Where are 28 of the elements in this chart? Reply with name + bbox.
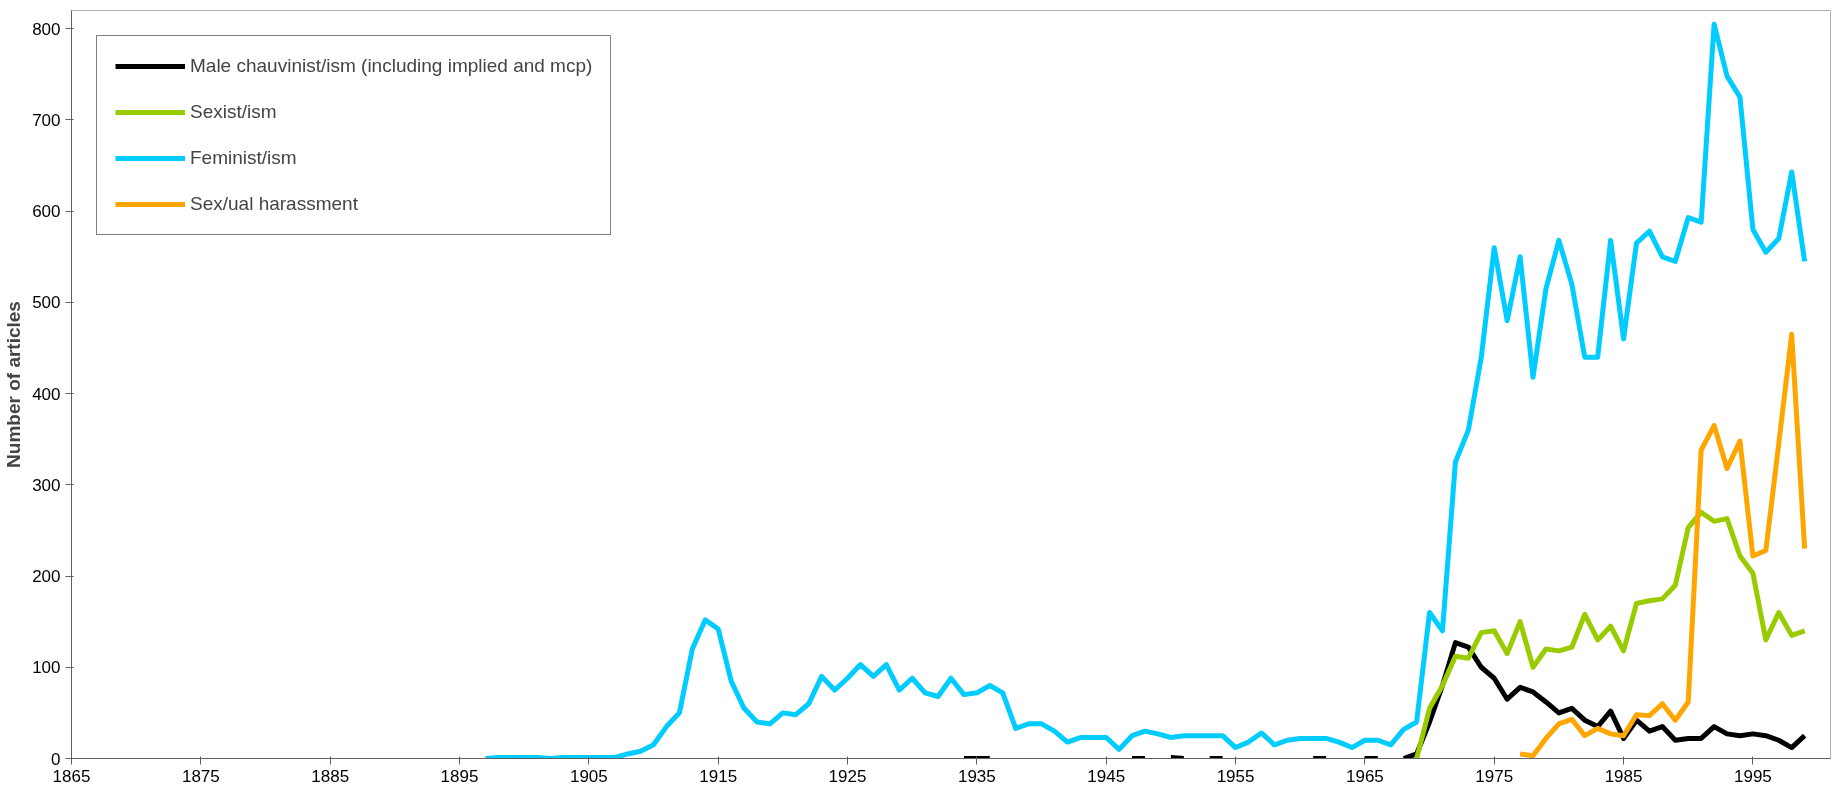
y-tick-label: 0 [51,749,61,769]
x-tick-label: 1965 [1345,766,1384,786]
x-tick-label: 1995 [1733,766,1772,786]
x-tick-label: 1875 [181,766,220,786]
y-tick-label: 800 [32,19,61,39]
x-tick-label: 1865 [52,766,91,786]
legend-label: Sex/ual harassment [190,192,358,216]
y-axis-title: Number of articles [3,301,25,468]
legend-label: Sexist/ism [190,100,277,124]
x-tick-label: 1975 [1475,766,1514,786]
x-tick-label: 1885 [311,766,350,786]
y-tick-label: 200 [32,567,61,587]
x-tick-label: 1915 [699,766,738,786]
x-tick-label: 1895 [440,766,479,786]
x-tick-label: 1925 [828,766,867,786]
x-tick-label: 1935 [957,766,996,786]
y-tick-label: 300 [32,475,61,495]
x-tick-label: 1945 [1087,766,1126,786]
y-tick-label: 400 [32,384,61,404]
y-tick-label: 500 [32,293,61,313]
y-tick-label: 100 [32,658,61,678]
x-tick-label: 1955 [1216,766,1255,786]
x-tick-label: 1905 [569,766,608,786]
legend-label: Feminist/ism [190,146,297,170]
legend-label: Male chauvinist/ism (including implied and mcp) [190,54,593,78]
y-tick-label: 600 [32,202,61,222]
x-tick-label: 1985 [1604,766,1643,786]
y-tick-label: 700 [32,110,61,130]
